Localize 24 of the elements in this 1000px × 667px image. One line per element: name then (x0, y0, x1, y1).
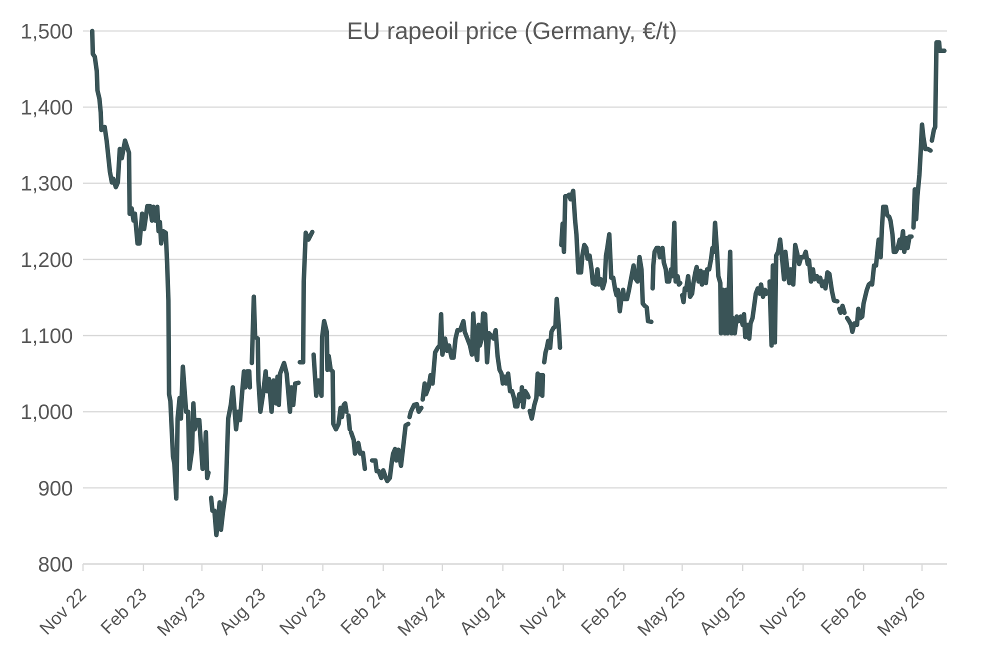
y-tick-label: 900 (38, 477, 73, 500)
x-tick-label: May 26 (873, 584, 930, 640)
x-tick-label: Feb 24 (336, 584, 390, 638)
x-tick-label: Aug 23 (215, 584, 270, 639)
x-tick-label: Nov 24 (516, 584, 570, 639)
y-tick-label: 1,200 (20, 248, 73, 272)
x-tick-label: Feb 26 (816, 584, 871, 638)
y-tick-label: 1,500 (20, 20, 73, 44)
y-tick-label: 1,300 (20, 172, 73, 196)
x-tick-label: Nov 22 (36, 584, 90, 639)
y-tick-label: 1,400 (20, 96, 73, 120)
x-tick-label: May 24 (394, 584, 450, 640)
x-tick-label: May 25 (634, 584, 690, 640)
y-tick-label: 1,000 (20, 401, 73, 424)
y-tick-label: 800 (38, 553, 73, 576)
x-tick-label: Nov 23 (276, 584, 330, 639)
y-tick-label: 1,100 (20, 325, 73, 348)
x-tick-label: Feb 23 (96, 584, 151, 638)
x-tick-label: Feb 25 (577, 584, 631, 638)
x-tick-label: Nov 25 (756, 584, 810, 639)
chart-title: EU rapeoil price (Germany, €/t) (346, 18, 678, 45)
x-tick-label: Aug 24 (456, 584, 510, 639)
x-tick-label: Aug 25 (695, 584, 750, 639)
x-tick-label: May 23 (153, 584, 210, 640)
